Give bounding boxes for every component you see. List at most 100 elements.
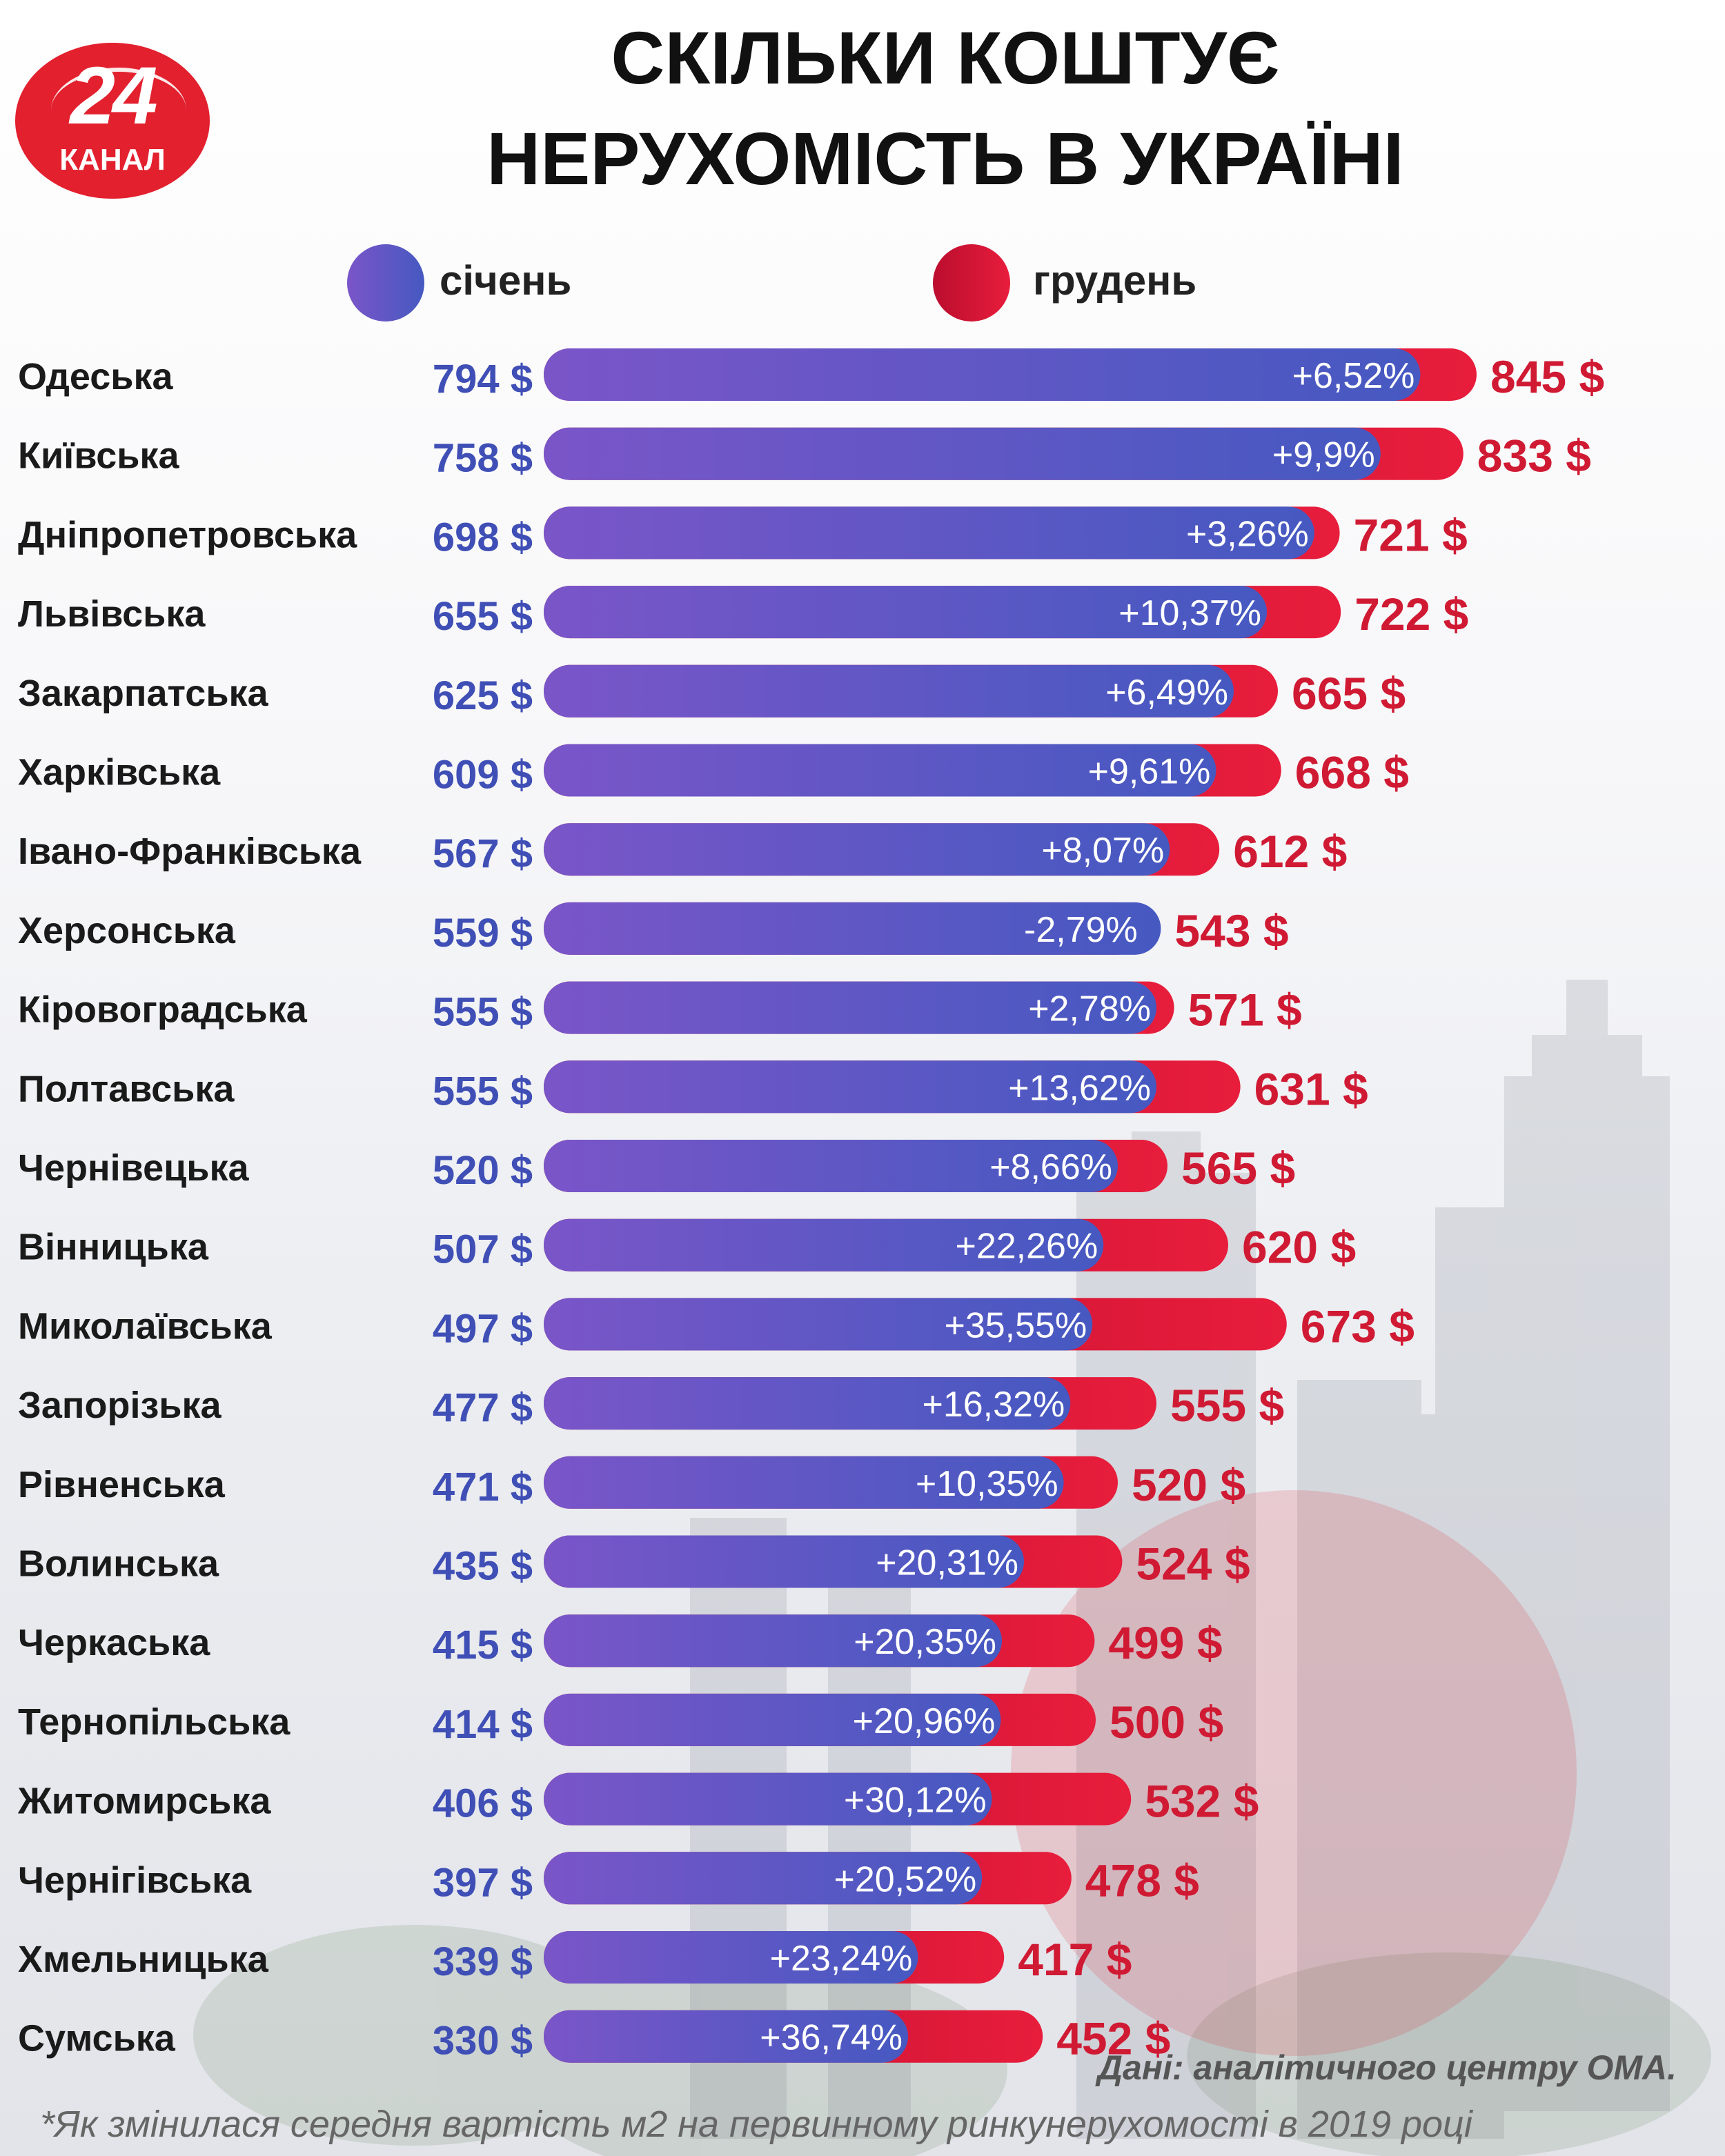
december-value-label: 565 $ (1181, 1143, 1295, 1194)
change-label: +20,96% (853, 1701, 996, 1741)
december-value-label: 543 $ (1174, 905, 1288, 956)
change-label: +23,24% (770, 1939, 913, 1979)
january-bar (544, 586, 1267, 639)
bar-row: Кіровоградська 555 $ +2,78% 571 $ (18, 981, 1302, 1036)
january-value-label: 497 $ (433, 1306, 533, 1351)
january-value-label: 559 $ (433, 911, 533, 956)
page-title-line1: СКІЛЬКИ КОШТУЄ (611, 16, 1280, 99)
january-bar (544, 744, 1216, 797)
bar-row: Хмельницька 339 $ +23,24% 417 $ (18, 1931, 1132, 1985)
january-bar (544, 1852, 983, 1905)
region-label: Миколаївська (18, 1305, 273, 1347)
change-label: +30,12% (844, 1781, 987, 1821)
january-bar (544, 1456, 1064, 1509)
change-label: +3,26% (1186, 514, 1309, 554)
change-label: +35,55% (944, 1305, 1087, 1345)
january-bar (544, 1140, 1118, 1192)
january-bar (544, 664, 1234, 718)
bar-row: Сумська 330 $ +36,74% 452 $ (18, 2010, 1170, 2064)
january-bar (544, 1218, 1104, 1272)
january-bar (544, 1693, 1001, 1746)
change-label: +6,49% (1105, 673, 1228, 713)
change-label: +9,9% (1272, 435, 1375, 475)
december-value-label: 673 $ (1301, 1300, 1414, 1352)
region-label: Одеська (18, 356, 174, 397)
january-bar (544, 1535, 1024, 1588)
january-value-label: 414 $ (433, 1702, 533, 1747)
channel-logo: 24 КАНАЛ (15, 43, 210, 199)
region-label: Волинська (18, 1543, 219, 1585)
bar-row: Івано-Франківська 567 $ +8,07% 612 $ (18, 823, 1347, 877)
december-value-label: 722 $ (1354, 589, 1468, 640)
december-value-label: 620 $ (1242, 1222, 1356, 1273)
logo-word: КАНАЛ (59, 143, 166, 177)
region-label: Рівненська (18, 1464, 226, 1505)
january-value-label: 435 $ (433, 1544, 533, 1589)
january-bar (544, 902, 1161, 955)
region-label: Херсонська (18, 910, 236, 951)
january-bar (544, 427, 1381, 480)
change-label: +13,62% (1008, 1068, 1151, 1108)
region-label: Тернопільська (18, 1701, 290, 1743)
december-value-label: 833 $ (1477, 431, 1591, 482)
page-title-line2: НЕРУХОМІСТЬ В УКРАЇНІ (486, 117, 1404, 200)
january-bar (544, 348, 1421, 401)
december-value-label: 478 $ (1085, 1855, 1199, 1906)
bar-row: Тернопільська 414 $ +20,96% 500 $ (18, 1693, 1223, 1748)
region-label: Київська (18, 435, 179, 477)
logo-arc-icon (51, 68, 186, 153)
bar-row: Черкаська 415 $ +20,35% 499 $ (18, 1614, 1223, 1668)
january-bar (544, 823, 1170, 876)
region-label: Харківська (18, 752, 221, 793)
change-label: +16,32% (922, 1385, 1065, 1425)
legend-dot-december (933, 244, 1010, 322)
region-label: Хмельницька (18, 1939, 269, 1980)
january-value-label: 339 $ (433, 1939, 533, 1984)
january-value-label: 397 $ (433, 1860, 533, 1905)
bar-row: Вінницька 507 $ +22,26% 620 $ (18, 1218, 1356, 1273)
bar-row: Харківська 609 $ +9,61% 668 $ (18, 744, 1409, 798)
january-bar (544, 506, 1314, 560)
december-value-label: 845 $ (1490, 351, 1604, 402)
bar-row: Чернігівська 397 $ +20,52% 478 $ (18, 1852, 1199, 1906)
change-label: +20,52% (834, 1859, 976, 1899)
region-label: Запорізька (18, 1385, 222, 1426)
december-value-label: 417 $ (1018, 1934, 1132, 1985)
change-label: +22,26% (955, 1227, 1098, 1267)
bar-row: Київська 758 $ +9,9% 833 $ (18, 427, 1591, 482)
january-bar (544, 981, 1156, 1034)
region-label: Полтавська (18, 1068, 235, 1109)
january-value-label: 415 $ (433, 1623, 533, 1668)
bar-row: Дніпропетровська 698 $ +3,26% 721 $ (18, 506, 1468, 560)
change-label: -2,79% (1024, 910, 1138, 950)
january-bar (544, 1614, 1002, 1668)
region-label: Львівська (18, 593, 206, 635)
december-value-label: 452 $ (1056, 2013, 1170, 2064)
legend-label-december: грудень (1033, 257, 1197, 304)
change-label: +8,07% (1041, 831, 1164, 871)
january-value-label: 330 $ (433, 2019, 533, 2064)
region-label: Чернівецька (18, 1147, 250, 1189)
bar-row: Миколаївська 497 $ +35,55% 673 $ (18, 1298, 1414, 1352)
december-value-label: 612 $ (1233, 826, 1347, 877)
january-value-label: 477 $ (433, 1385, 533, 1430)
region-label: Сумська (18, 2018, 176, 2059)
january-value-label: 406 $ (433, 1781, 533, 1826)
region-label: Чернігівська (18, 1859, 252, 1901)
region-label: Дніпропетровська (18, 514, 357, 555)
change-label: +36,74% (760, 2018, 903, 2058)
region-label: Черкаська (18, 1622, 210, 1663)
january-value-label: 625 $ (433, 673, 533, 718)
january-value-label: 471 $ (433, 1465, 533, 1510)
footnote: *Як змінилася середня вартість м2 на пер… (40, 2104, 1472, 2145)
december-value-label: 571 $ (1188, 985, 1302, 1036)
change-label: +6,52% (1292, 356, 1415, 396)
january-bar (544, 1377, 1071, 1430)
january-bar (544, 1298, 1093, 1351)
bar-row: Чернівецька 520 $ +8,66% 565 $ (18, 1140, 1295, 1194)
december-value-label: 555 $ (1170, 1380, 1284, 1431)
january-value-label: 520 $ (433, 1148, 533, 1193)
december-value-label: 721 $ (1354, 509, 1468, 560)
